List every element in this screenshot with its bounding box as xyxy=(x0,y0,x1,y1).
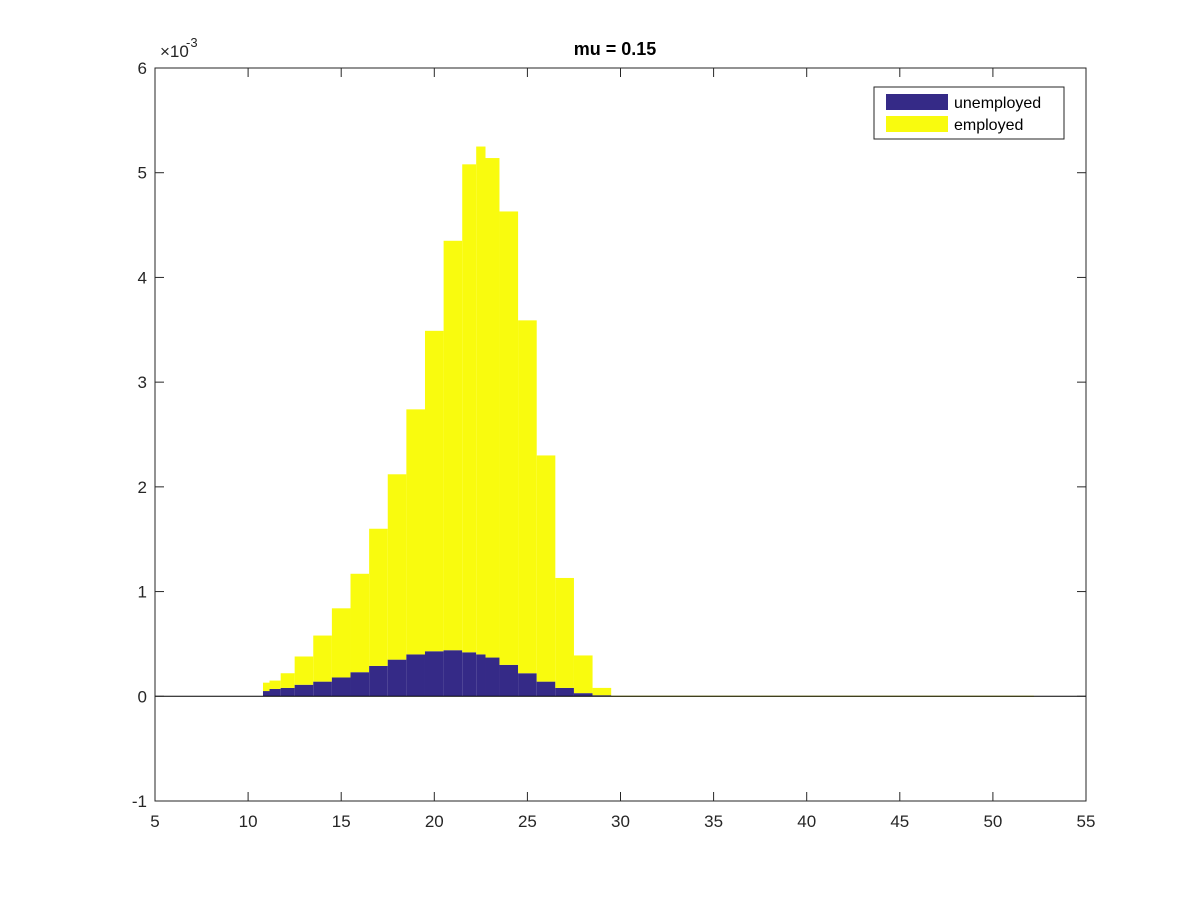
y-tick-label: 4 xyxy=(138,268,147,287)
y-tick-label: 1 xyxy=(138,583,147,602)
bar-employed xyxy=(462,164,477,653)
bar-employed xyxy=(443,240,463,651)
bar-employed xyxy=(573,655,593,694)
bar-employed xyxy=(369,528,388,666)
bar-employed xyxy=(269,680,281,689)
y-tick-label: 3 xyxy=(138,373,147,392)
bar-unemployed xyxy=(592,695,612,697)
bar-unemployed xyxy=(536,681,556,697)
bars xyxy=(262,146,1034,697)
legend-swatch-employed xyxy=(886,116,948,132)
bar-employed xyxy=(313,635,332,682)
bar-unemployed xyxy=(294,684,314,697)
legend-label-unemployed: unemployed xyxy=(954,95,1041,112)
x-tick-label: 10 xyxy=(239,812,258,831)
x-tick-label: 40 xyxy=(797,812,816,831)
y-exponent-power: -3 xyxy=(186,35,198,50)
bar-unemployed xyxy=(518,673,537,697)
legend-label-employed: employed xyxy=(954,117,1023,134)
bar-unemployed xyxy=(313,681,332,697)
bar-unemployed xyxy=(331,677,351,697)
bar-employed xyxy=(424,330,444,652)
y-tick-label: 2 xyxy=(138,478,147,497)
bar-unemployed xyxy=(424,651,444,697)
x-tick-label: 20 xyxy=(425,812,444,831)
bar-employed xyxy=(294,656,314,685)
bar-unemployed xyxy=(485,657,500,697)
x-tick-label: 25 xyxy=(518,812,537,831)
y-exponent-base: ×10 xyxy=(160,42,189,61)
legend: unemployed employed xyxy=(873,86,1065,140)
y-tick-label: -1 xyxy=(132,792,147,811)
bar-employed xyxy=(592,687,612,696)
bar-employed xyxy=(406,409,425,655)
bar-employed xyxy=(387,474,407,660)
bar-unemployed xyxy=(262,691,270,697)
y-exponent-label: ×10 -3 xyxy=(160,35,198,61)
bar-unemployed xyxy=(476,654,486,697)
bar-employed xyxy=(280,673,295,688)
bar-unemployed xyxy=(443,650,463,697)
bar-employed xyxy=(518,320,537,674)
x-tick-label: 30 xyxy=(611,812,630,831)
bar-unemployed xyxy=(269,688,281,697)
bar-employed xyxy=(331,608,351,678)
bar-unemployed xyxy=(499,664,519,697)
y-tick-label: 6 xyxy=(138,59,147,78)
bar-employed xyxy=(499,211,519,665)
bar-employed xyxy=(262,682,270,692)
y-tick-label: 5 xyxy=(138,164,147,183)
bar-unemployed xyxy=(555,687,574,697)
bar-unemployed xyxy=(406,654,425,697)
bar-unemployed xyxy=(369,665,388,697)
x-tick-label: 35 xyxy=(704,812,723,831)
x-tick-label: 45 xyxy=(890,812,909,831)
bar-unemployed xyxy=(387,659,407,697)
x-tick-label: 5 xyxy=(150,812,159,831)
x-tick-label: 50 xyxy=(983,812,1002,831)
bar-employed xyxy=(536,455,556,682)
bar-employed xyxy=(350,573,370,673)
x-tick-label: 55 xyxy=(1077,812,1096,831)
y-tick-label: 0 xyxy=(138,687,147,706)
bar-unemployed xyxy=(350,672,370,697)
bar-employed xyxy=(476,146,486,655)
x-tick-label: 15 xyxy=(332,812,351,831)
bar-unemployed xyxy=(573,693,593,697)
bar-unemployed xyxy=(462,652,477,697)
bar-employed xyxy=(485,158,500,658)
bar-unemployed xyxy=(280,687,295,697)
legend-swatch-unemployed xyxy=(886,94,948,110)
bar-employed xyxy=(555,577,574,688)
chart-title: mu = 0.15 xyxy=(574,39,657,59)
